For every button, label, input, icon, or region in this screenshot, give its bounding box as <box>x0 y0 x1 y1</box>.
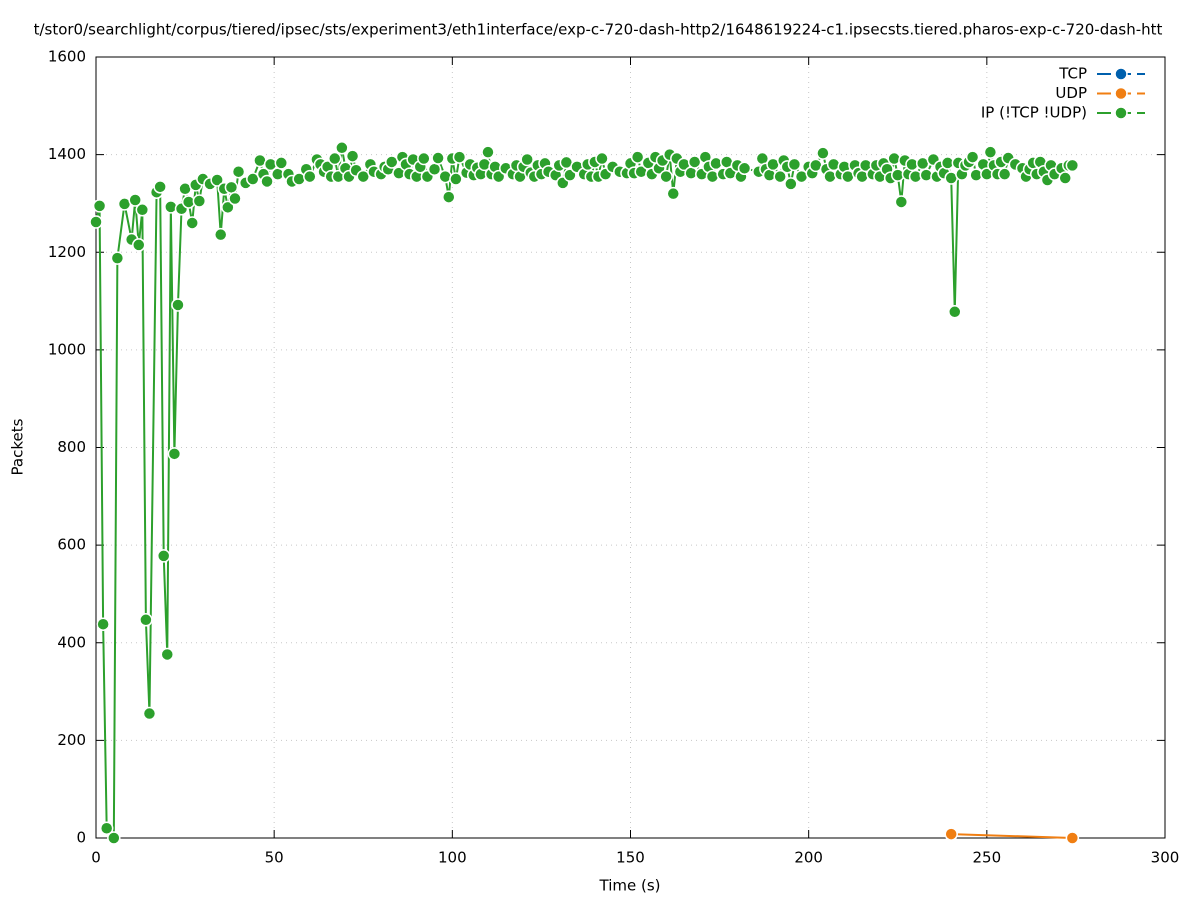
y-tick-label: 1400 <box>48 145 86 163</box>
data-point <box>192 194 207 208</box>
data-point <box>210 173 224 187</box>
data-point <box>160 647 175 662</box>
legend-marker <box>1114 86 1128 101</box>
data-point <box>167 447 182 461</box>
data-point <box>89 215 103 229</box>
data-point <box>449 172 463 186</box>
data-point <box>1065 831 1080 845</box>
data-point <box>816 146 830 160</box>
data-point <box>427 162 442 177</box>
data-point <box>153 180 167 194</box>
data-point <box>228 191 242 206</box>
y-tick-label: 1000 <box>48 340 86 358</box>
data-point <box>659 169 673 184</box>
data-point <box>997 167 1012 181</box>
x-tick-label: 150 <box>616 849 645 867</box>
legend-label: IP (!TCP !UDP) <box>981 104 1087 122</box>
data-point <box>224 180 239 195</box>
data-point <box>452 150 467 164</box>
legend-marker <box>1114 106 1128 120</box>
legend-label: TCP <box>1058 65 1087 83</box>
data-point <box>335 141 349 155</box>
data-point <box>231 164 246 179</box>
x-tick-label: 300 <box>1151 849 1180 867</box>
data-point <box>431 151 445 165</box>
data-point <box>156 549 171 563</box>
x-tick-label: 0 <box>91 849 101 867</box>
y-tick-label: 400 <box>57 633 86 651</box>
data-point <box>983 145 998 159</box>
y-tick-label: 600 <box>57 536 86 554</box>
data-point <box>442 190 456 204</box>
data-point <box>303 169 317 184</box>
data-point <box>99 821 114 835</box>
data-point <box>260 174 274 189</box>
data-point <box>948 305 962 319</box>
plot-border <box>95 56 1166 839</box>
x-axis-label: Time (s) <box>599 877 661 895</box>
legend-label: UDP <box>1055 84 1087 102</box>
data-point <box>737 161 752 176</box>
data-point <box>327 151 342 166</box>
data-point <box>773 169 787 184</box>
series-line <box>95 147 1073 842</box>
data-point <box>128 193 142 207</box>
data-point <box>787 157 802 172</box>
data-point <box>894 195 909 209</box>
data-point <box>1065 158 1080 173</box>
x-tick-label: 200 <box>794 849 823 867</box>
data-point <box>481 145 495 159</box>
y-axis-label: Packets <box>9 418 27 475</box>
data-point <box>171 298 185 312</box>
y-tick-label: 1600 <box>48 48 86 66</box>
legend-marker <box>1114 67 1128 81</box>
data-point <box>944 827 958 841</box>
y-tick-label: 0 <box>76 829 86 847</box>
data-point <box>356 169 370 184</box>
data-point <box>630 150 645 164</box>
data-point <box>110 251 125 265</box>
x-tick-label: 250 <box>973 849 1002 867</box>
y-tick-label: 1200 <box>48 243 86 261</box>
data-point <box>139 613 153 627</box>
y-tick-label: 200 <box>57 731 86 749</box>
data-point <box>687 155 702 169</box>
x-tick-label: 50 <box>265 849 284 867</box>
data-point <box>221 200 235 215</box>
data-point <box>164 200 178 214</box>
data-point <box>784 177 798 191</box>
y-tick-label: 800 <box>57 438 86 456</box>
data-point <box>132 238 146 252</box>
data-point <box>666 186 681 201</box>
series-line <box>951 833 1073 839</box>
chart-title: t/stor0/searchlight/corpus/tiered/ipsec/… <box>34 21 1163 39</box>
data-point <box>965 150 980 164</box>
data-point <box>274 156 289 170</box>
data-point <box>595 151 609 166</box>
data-point <box>213 227 228 242</box>
data-point <box>520 152 534 167</box>
data-point <box>417 151 431 166</box>
data-point <box>135 203 150 217</box>
data-point <box>887 151 901 166</box>
data-point <box>385 155 399 169</box>
data-point <box>142 706 157 721</box>
data-point <box>185 216 199 230</box>
data-point <box>1058 171 1072 185</box>
data-point <box>96 617 110 631</box>
data-point <box>345 149 360 163</box>
data-point <box>107 831 121 845</box>
data-point <box>246 172 260 186</box>
x-tick-label: 100 <box>438 849 467 867</box>
data-point <box>92 199 107 213</box>
